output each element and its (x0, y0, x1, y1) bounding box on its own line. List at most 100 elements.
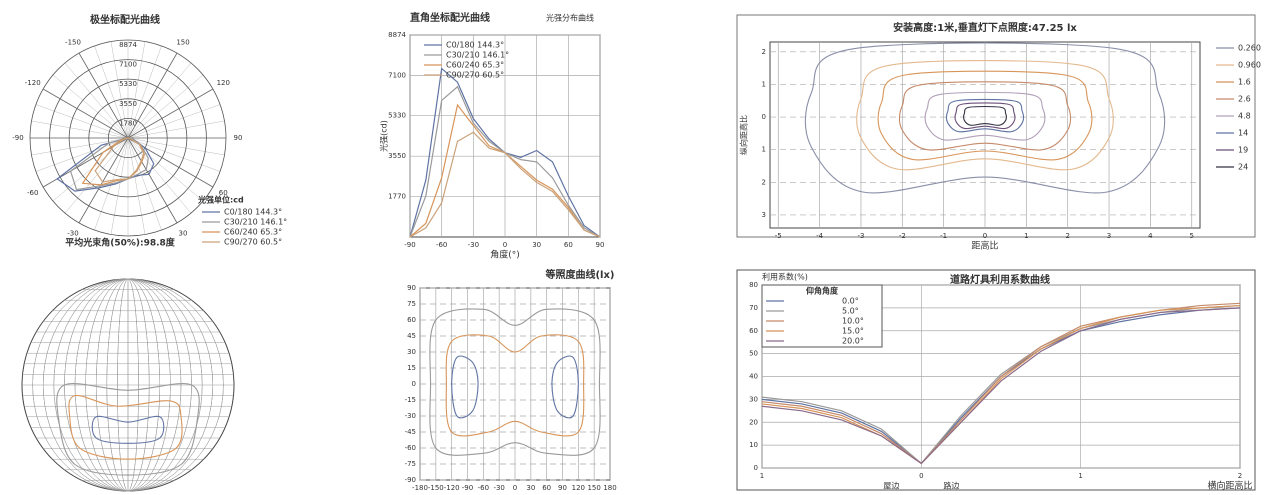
y-tick-label: 5330 (388, 112, 406, 120)
sphere-contour (56, 382, 200, 476)
x-tick-label: 90 (596, 241, 605, 249)
y-tick-label: 50 (749, 350, 758, 358)
x-tick-label: -150 (428, 484, 444, 492)
note: 平均光束角(50%):98.8度 (65, 237, 176, 249)
r-tick-label: 3550 (119, 100, 137, 108)
polar-spoke (127, 45, 162, 139)
polar-spoke (52, 137, 129, 202)
legend-label: C30/210 146.1° (446, 51, 509, 60)
contour-line (451, 355, 479, 419)
polar-spoke (127, 137, 225, 156)
sphere-meridian (32, 278, 224, 492)
legend-label: C60/240 65.3° (224, 228, 282, 237)
y-tick-label: 0 (754, 464, 758, 472)
legend-box (761, 284, 883, 348)
polar-spoke (110, 41, 129, 139)
x-tick-label: -3 (857, 232, 864, 240)
x-tick-label: 0 (503, 241, 507, 249)
legend-label: 14 (1238, 129, 1248, 138)
x-tick-label: -1 (940, 232, 947, 240)
legend-label: 0.260 (1238, 44, 1261, 53)
legend-label: C90/270 60.5° (446, 71, 504, 80)
chart-title: 等照度曲线(lx) (545, 268, 614, 281)
y-tick-label: 60 (407, 316, 416, 324)
legend-label: C0/180 144.3° (224, 208, 282, 217)
polar-spoke (127, 137, 146, 235)
legend-label: 20.0° (842, 337, 864, 346)
legend-label: 15.0° (842, 327, 864, 336)
y-axis-label: 利用系数(%) (762, 272, 808, 282)
y-tick-label: 90 (407, 284, 416, 292)
x-tick-label: 0 (513, 484, 517, 492)
polar-spoke (127, 74, 204, 139)
polar-spoke (94, 45, 129, 139)
series-line (761, 304, 1241, 465)
y-tick-label: 45 (407, 332, 416, 340)
x-tick-label: 0 (983, 232, 987, 240)
y-tick-label: 60 (749, 327, 758, 335)
x-tick-label: 180 (603, 484, 616, 492)
angle-tick (127, 88, 214, 139)
contour-line (898, 81, 1072, 151)
polar-spoke (127, 104, 221, 139)
polar-spoke (35, 137, 129, 172)
angle-tick-label: -90 (12, 134, 23, 142)
legend-title: 光强单位:cd (197, 195, 244, 205)
r-tick-label: 8874 (119, 41, 137, 49)
angle-tick (78, 52, 129, 139)
r-tick-label: 7100 (119, 61, 137, 69)
r-tick-label: 1780 (119, 119, 137, 127)
x-tick-label: 4 (1148, 232, 1153, 240)
polar-spoke (31, 137, 129, 156)
legend-label: C0/180 144.3° (446, 41, 504, 50)
polar-spoke (31, 120, 129, 139)
x-axis-label: 横向距高比 (1207, 480, 1252, 492)
legend-label: 1.6 (1238, 78, 1251, 87)
contour-line (963, 105, 1007, 126)
polar-spoke (127, 41, 146, 139)
contour-line (429, 308, 601, 456)
x-tick-label: 2 (1238, 472, 1242, 480)
x-tick-label: 30 (526, 484, 535, 492)
x-tick-label: -60 (436, 241, 447, 249)
legend-label: 2.6 (1238, 95, 1251, 104)
legend-title: 仰角角度 (806, 286, 839, 296)
x-tick-label: -30 (468, 241, 479, 249)
polar-spoke (64, 137, 129, 214)
contour-line (877, 70, 1093, 161)
angle-tick (127, 137, 178, 224)
contour-line (954, 102, 1016, 130)
legend-label: 5.0° (842, 307, 859, 316)
y-tick-label: 15 (407, 364, 416, 372)
x-tick-label: 1 (760, 472, 764, 480)
legend-label: 19 (1238, 146, 1248, 155)
sphere-contour (91, 415, 165, 444)
polar-spoke (127, 137, 162, 231)
polar-spoke (52, 74, 129, 139)
panel-frame (736, 269, 1256, 491)
y-tick-label: -30 (405, 412, 416, 420)
polar-spoke (127, 137, 221, 172)
angle-tick-label: -60 (27, 189, 38, 197)
x-tick-label: 0 (919, 472, 923, 480)
polar-spoke (127, 137, 192, 214)
series-line (761, 307, 1241, 465)
annotation: 路边 (943, 481, 959, 491)
x-tick-label: 90 (558, 484, 567, 492)
legend-label: 0.960 (1238, 61, 1261, 70)
polar-spoke (64, 62, 129, 139)
angle-tick (42, 88, 129, 139)
x-tick-label: 3 (1107, 232, 1111, 240)
x-tick-label: -5 (775, 232, 782, 240)
x-tick-label: -4 (816, 232, 824, 240)
y-tick-label: 80 (749, 281, 758, 289)
legend-label: C60/240 65.3° (446, 61, 504, 70)
y-tick-label: 40 (749, 373, 758, 381)
x-tick-label: 5 (1189, 232, 1193, 240)
chart-subtitle: 光强分布曲线 (546, 13, 594, 23)
series-line (409, 131, 601, 238)
r-tick-label: 5330 (119, 80, 137, 88)
angle-tick-label: -30 (67, 229, 78, 237)
x-tick-label: -60 (478, 484, 489, 492)
